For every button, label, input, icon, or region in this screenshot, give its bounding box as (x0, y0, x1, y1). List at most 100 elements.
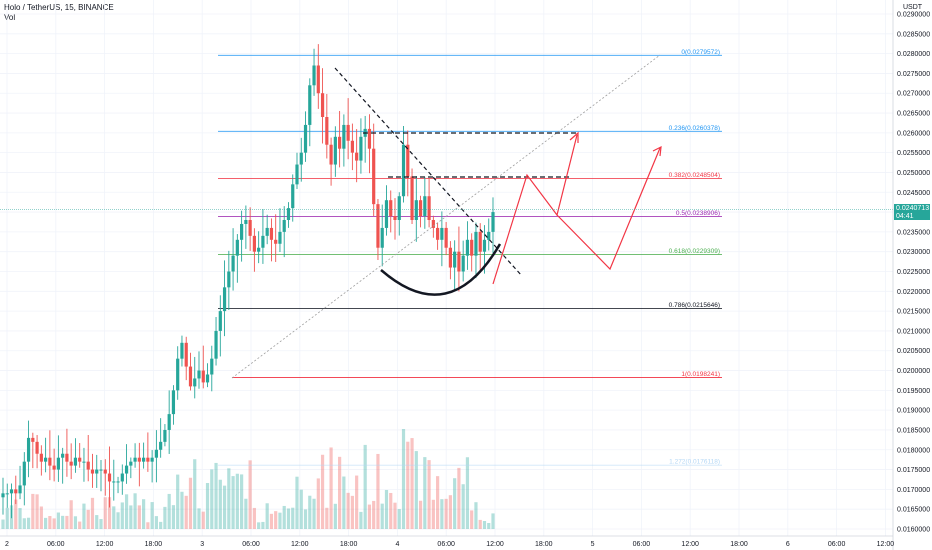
candle-body (308, 85, 312, 125)
volume-bar (159, 521, 163, 529)
downtrend-dashed-line[interactable] (334, 67, 523, 277)
volume-bar (257, 522, 261, 529)
price-tick-label: 0.0215000 (897, 309, 930, 316)
fib-level-label: 0(0.0279572) (681, 49, 720, 56)
projection-path-1[interactable] (492, 134, 578, 285)
time-tick-label: 6 (786, 541, 790, 548)
candle-body (440, 227, 444, 240)
candle-body (69, 461, 73, 466)
currency-label: USDT (903, 4, 923, 11)
candle-body (470, 239, 474, 256)
volume-bar (461, 484, 465, 529)
volume-bar (440, 499, 444, 529)
candle-body (286, 208, 291, 220)
volume-bar (355, 475, 359, 529)
candle-body (159, 441, 163, 450)
volume-bar (410, 438, 414, 529)
volume-bar (65, 515, 69, 529)
volume-bar (69, 500, 73, 529)
volume-bar (78, 521, 82, 529)
fibonacci-levels[interactable]: 0(0.0279572) 0.236(0.0260378) 0.382(0.0248… (218, 49, 722, 466)
candle-body (487, 231, 491, 240)
volume-bar (124, 494, 129, 529)
volume-bar (320, 454, 325, 529)
time-tick-label: 12:00 (877, 541, 895, 548)
candle-body (329, 144, 333, 165)
volume-bar (372, 500, 376, 529)
candle-body (406, 144, 410, 177)
fib-level-label: 1.272(0.0176118) (669, 459, 720, 466)
price-tick-label: 0.0235000 (897, 229, 930, 236)
time-tick-label: 06:00 (633, 541, 651, 548)
volume-bar (380, 503, 384, 529)
volume-bar (218, 479, 222, 529)
time-tick-label: 18:00 (730, 541, 748, 548)
candle-body (218, 311, 222, 331)
fib-level-label: 0.5(0.0238906) (676, 210, 720, 217)
price-tick-label: 0.0200000 (897, 368, 930, 375)
candle-body (31, 437, 35, 442)
candle-body (465, 239, 470, 256)
candle-body (107, 473, 112, 482)
candle-body (176, 358, 180, 391)
candle-body (325, 117, 329, 145)
volume-bar (397, 509, 401, 529)
volume-bar (22, 518, 26, 529)
volume-bar (376, 453, 380, 529)
candle-body (274, 239, 278, 244)
candle-body (423, 196, 427, 217)
candle-body (346, 124, 350, 141)
volume-bar (163, 506, 167, 529)
volume-bar (282, 505, 286, 529)
candle-body (478, 231, 482, 252)
candle-body (14, 489, 18, 494)
volume-bar (116, 512, 120, 529)
candle-body (240, 223, 244, 240)
candle-body (86, 461, 90, 470)
time-tick-label: 12:00 (486, 541, 504, 548)
candle-body (359, 136, 363, 161)
volume-bar (406, 441, 410, 529)
time-tick-label: 3 (200, 541, 204, 548)
price-tick-label: 0.0260000 (897, 130, 930, 137)
fib-trend-diagonal[interactable] (231, 54, 661, 379)
candle-body (397, 196, 401, 220)
candle-body (333, 136, 337, 165)
candle-body (197, 370, 201, 379)
volume-bar (1, 519, 5, 529)
candle-body (355, 152, 359, 161)
projection-path-2[interactable] (556, 147, 661, 271)
candle-body (312, 65, 316, 86)
drawings[interactable] (231, 54, 662, 379)
volume-bar (286, 508, 291, 529)
candles (1, 44, 495, 519)
volume-bar (14, 499, 18, 529)
candle-body (461, 255, 465, 272)
volume-bar (167, 493, 171, 529)
volume-bar (112, 506, 116, 529)
price-tick-label: 0.0170000 (897, 487, 930, 494)
price-axis[interactable]: 0.0290000 0.0285000 0.0280000 0.0275000 0.02… (892, 0, 930, 550)
volume-bar (346, 492, 350, 529)
volume-bar (427, 460, 431, 529)
projection-arrowhead-2 (652, 145, 662, 157)
candle-body (418, 200, 423, 217)
candle-body (338, 136, 342, 149)
candle-body (171, 390, 176, 415)
candle-body (201, 370, 205, 383)
candle-body (52, 465, 56, 470)
time-axis[interactable]: 2 06:00 12:00 18:00 3 06:00 12:00 18:00 4 06:00 12… (0, 535, 895, 548)
projection-arrowhead-1 (569, 131, 579, 143)
cup-arc[interactable] (380, 243, 502, 296)
candle-body (231, 255, 235, 272)
chart-legend: Holo / TetherUS, 15, BINANCE Vol (4, 3, 114, 23)
price-tick-label: 0.0285000 (897, 31, 930, 38)
candle-body (26, 437, 31, 462)
volume-bar (308, 495, 312, 529)
volume-bar (470, 510, 474, 529)
volume-bar (244, 498, 248, 529)
time-tick-label: 12:00 (291, 541, 309, 548)
candle-body (44, 457, 48, 462)
candle-body (380, 227, 384, 248)
